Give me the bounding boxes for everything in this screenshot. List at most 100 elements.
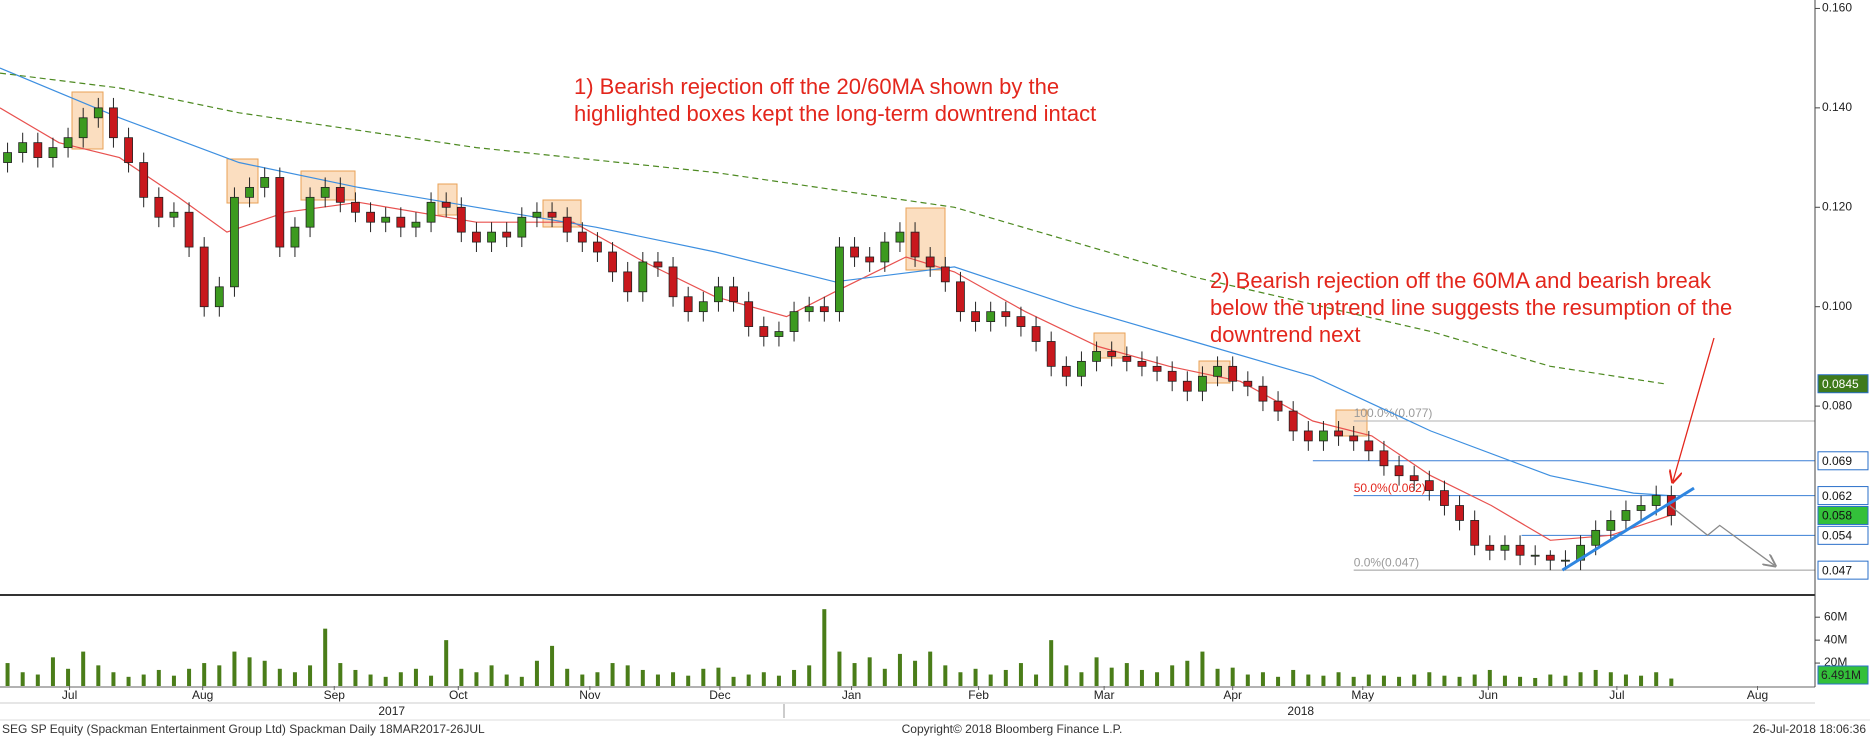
candle-body xyxy=(880,241,890,263)
candle-body xyxy=(487,231,496,243)
y-tick-label: 0.080 xyxy=(1822,398,1852,412)
candle-body xyxy=(335,186,345,203)
volume-badge xyxy=(1817,665,1869,685)
volume-bar xyxy=(1064,665,1069,686)
candle-body xyxy=(396,216,406,228)
candle-body xyxy=(744,301,754,327)
volume-bar xyxy=(1034,674,1039,686)
candle-body xyxy=(1122,355,1132,362)
x-tick-label: Aug xyxy=(1747,688,1768,702)
volume-bar xyxy=(398,672,403,686)
volume-bar xyxy=(1109,667,1114,686)
annotation: 1) Bearish rejection off the 20/60MA sho… xyxy=(574,74,1059,99)
candle-body xyxy=(290,226,300,248)
price-badge-label: 0.062 xyxy=(1822,489,1852,503)
volume-bar xyxy=(247,657,252,686)
volume-bar xyxy=(1155,672,1160,686)
annotation: 2) Bearish rejection off the 60MA and be… xyxy=(1210,268,1712,293)
footer-right: 26-Jul-2018 18:06:36 xyxy=(1753,722,1867,736)
candle-body xyxy=(109,107,118,139)
candle-body xyxy=(456,206,466,233)
candle-body xyxy=(562,216,572,233)
candle-body xyxy=(1530,554,1540,557)
volume-bar xyxy=(1442,675,1447,686)
candle-body xyxy=(971,311,980,323)
candle-body xyxy=(1046,341,1056,367)
candle-body xyxy=(3,152,12,163)
candle-body xyxy=(638,261,648,293)
volume-bar xyxy=(1518,676,1523,686)
volume-bar xyxy=(640,669,645,686)
candle-body xyxy=(366,211,375,223)
volume-bar xyxy=(1124,663,1129,686)
volume-bar xyxy=(262,660,267,686)
candle-body xyxy=(698,301,708,313)
volume-bar xyxy=(338,663,343,686)
candle-body xyxy=(1515,544,1525,556)
volume-bar xyxy=(655,674,660,686)
x-tick-label: Apr xyxy=(1223,688,1242,702)
candle-body xyxy=(1334,430,1343,437)
candle-body xyxy=(381,216,391,223)
candle-body xyxy=(275,177,285,248)
annotation: below the uptrend line suggests the resu… xyxy=(1210,295,1732,320)
price-badge xyxy=(1817,451,1869,471)
price-badge xyxy=(1817,486,1869,506)
volume-bar xyxy=(81,651,86,686)
volume-bar xyxy=(867,657,872,686)
volume-bar xyxy=(429,675,434,686)
volume-bar xyxy=(202,663,207,686)
volume-bar xyxy=(519,676,524,686)
candle-body xyxy=(139,162,149,198)
moving-average xyxy=(0,67,1670,497)
x-tick-label: Jan xyxy=(842,688,861,702)
volume-bar xyxy=(731,676,736,686)
x-tick-label: May xyxy=(1351,688,1374,702)
x-tick-label: Jul xyxy=(62,688,77,702)
candle-body xyxy=(320,186,330,198)
volume-bar xyxy=(1412,674,1417,686)
volume-bar xyxy=(761,672,766,686)
candle-body xyxy=(154,196,164,218)
x-tick-label: Jul xyxy=(1609,688,1624,702)
candle-body xyxy=(63,137,73,149)
volume-bar xyxy=(1427,672,1432,686)
volume-bar xyxy=(1245,674,1250,686)
highlight-box xyxy=(437,183,458,216)
candle-body xyxy=(214,286,224,308)
volume-bar xyxy=(5,663,10,686)
year-label: 2018 xyxy=(1287,704,1314,718)
x-tick-label: Nov xyxy=(579,688,600,702)
volume-bar xyxy=(444,640,449,686)
price-badge-label: 0.0845 xyxy=(1822,377,1859,391)
footer-left: SEG SP Equity (Spackman Entertainment Gr… xyxy=(2,722,485,736)
volume-bar xyxy=(292,672,297,686)
volume-bar xyxy=(1608,672,1613,686)
volume-bar xyxy=(973,668,978,686)
x-tick-label: Aug xyxy=(192,688,213,702)
volume-bar xyxy=(66,668,71,686)
candle-body xyxy=(230,196,239,288)
volume-bar xyxy=(1139,669,1144,686)
candle-body xyxy=(774,331,784,337)
candle-body xyxy=(1455,505,1464,521)
volume-bar xyxy=(308,665,313,686)
volume-bar xyxy=(474,672,479,686)
moving-average xyxy=(0,72,1664,385)
candle-body xyxy=(411,221,421,228)
candle-body xyxy=(940,266,950,283)
candle-body xyxy=(1591,529,1601,546)
volume-bar xyxy=(1260,672,1265,686)
candle-body xyxy=(48,147,58,158)
volume-bar xyxy=(1215,668,1220,686)
candle-body xyxy=(1107,351,1117,357)
plot: 0.160 0.140 0.120 0.100 0.080 Jul Aug Sep Oct Nov… xyxy=(0,1,1869,718)
volume-bar xyxy=(1170,665,1175,686)
candle-body xyxy=(1409,475,1419,482)
volume-bar xyxy=(156,669,161,686)
candle-body xyxy=(577,231,587,243)
volume-bar xyxy=(1185,660,1190,686)
volume-bar xyxy=(928,651,933,686)
x-tick-label: Mar xyxy=(1094,688,1115,702)
